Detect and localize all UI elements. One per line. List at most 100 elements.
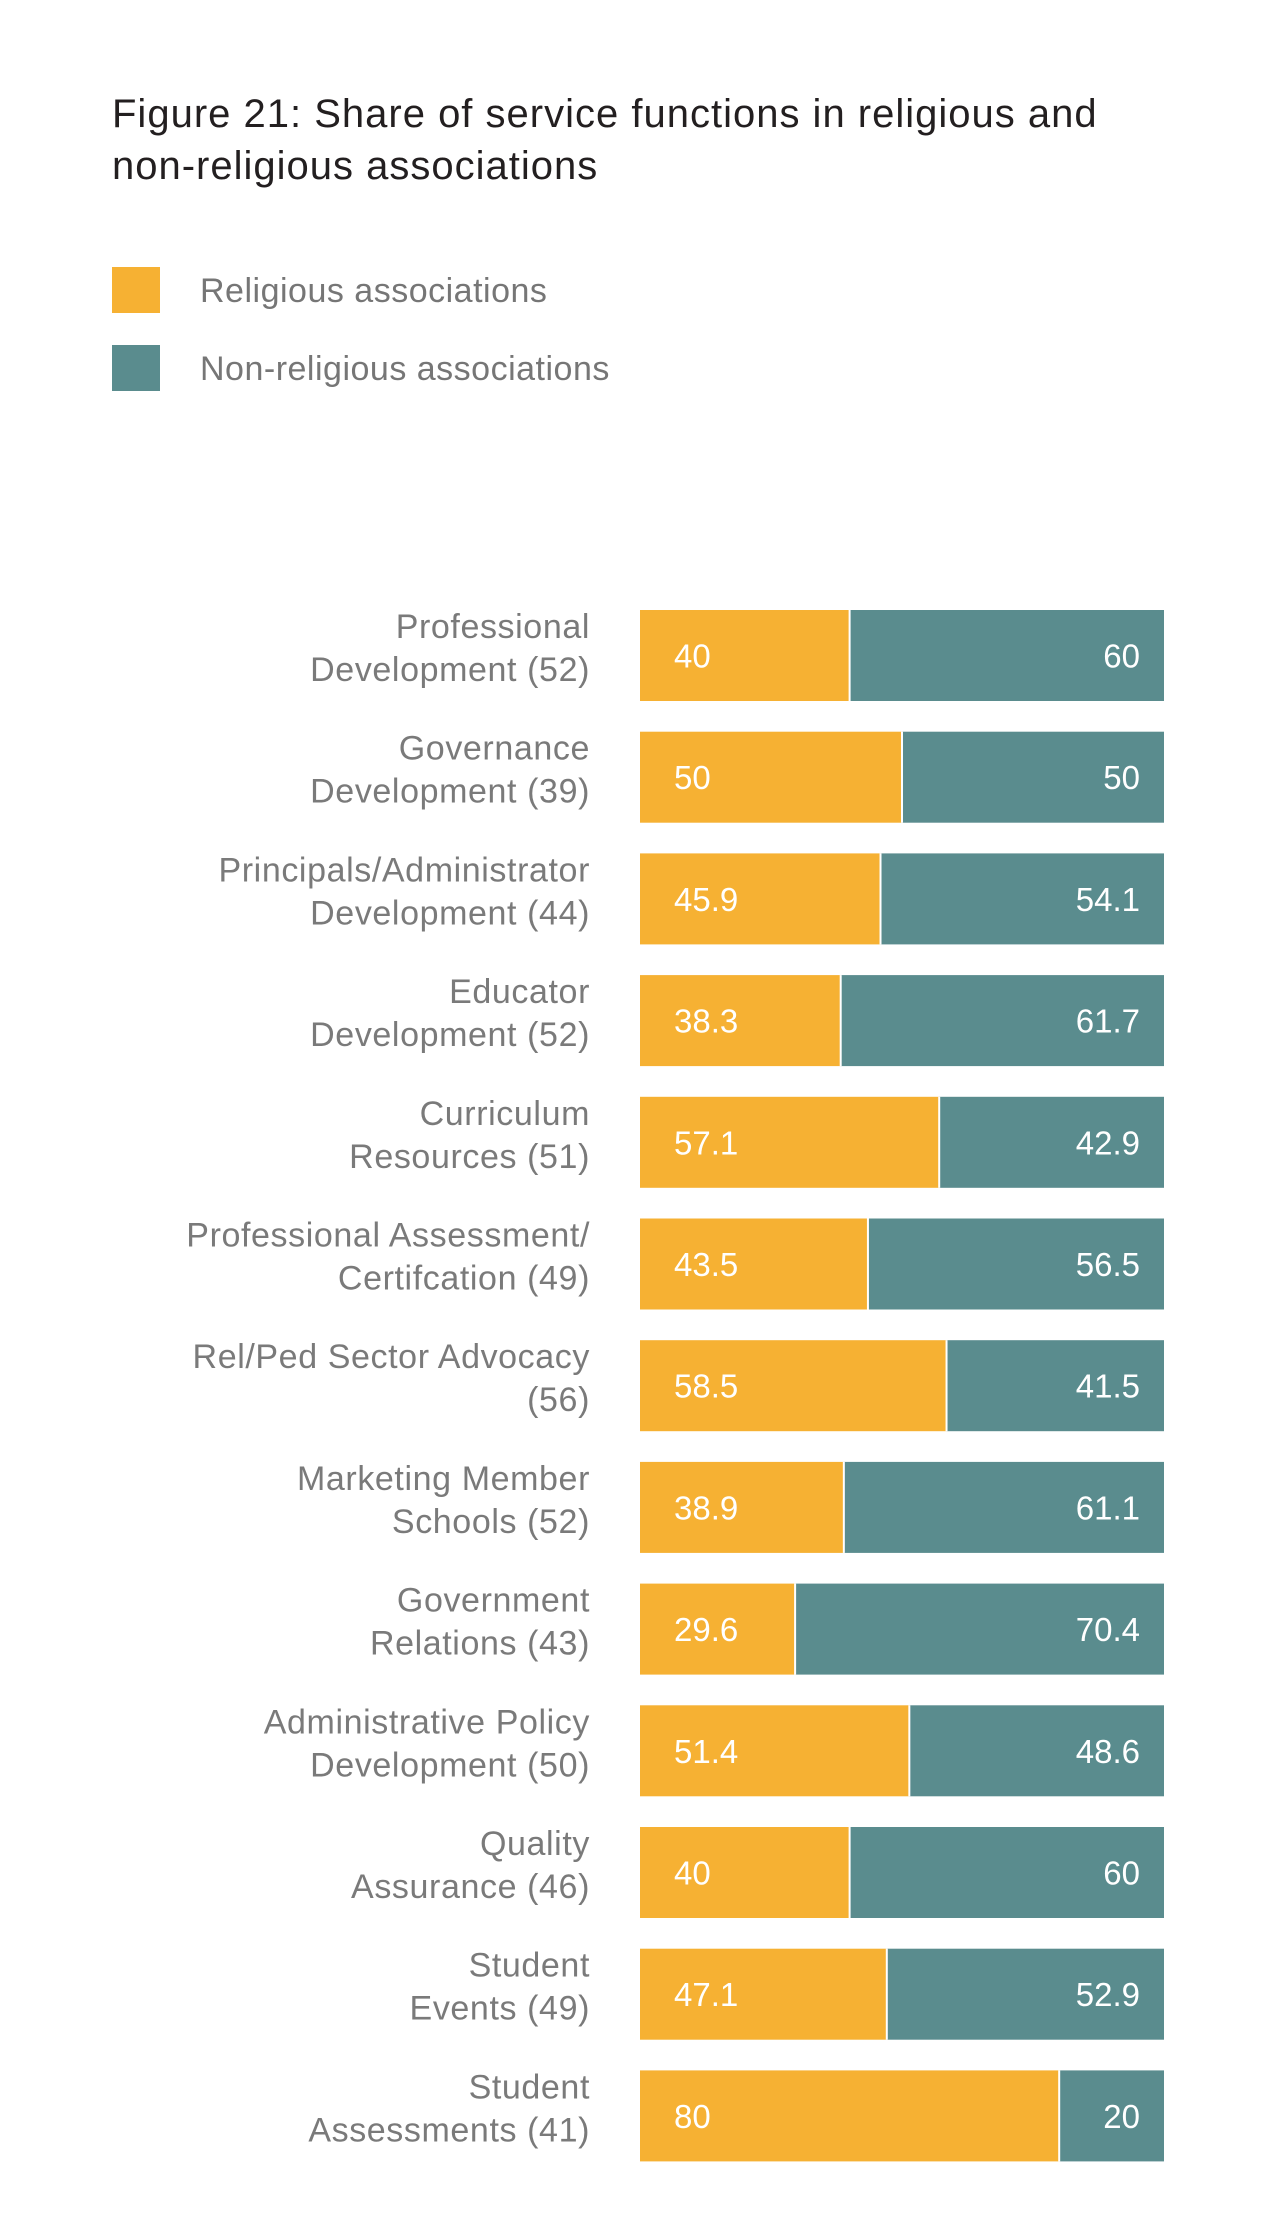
category-label: Student Events (49) <box>410 1947 590 2028</box>
value-label-non-religious: 60 <box>1103 1855 1140 1892</box>
category-label-line: Principals/Administrator <box>218 851 590 889</box>
bar-non-religious <box>849 1827 1164 1918</box>
category-label-line: Certifcation (49) <box>338 1260 590 1298</box>
bar-religious <box>640 1096 940 1188</box>
category-label: Marketing Member Schools (52) <box>297 1460 590 1541</box>
category-label-line: Administrative Policy <box>264 1703 590 1741</box>
value-label-non-religious: 41.5 <box>1076 1368 1140 1405</box>
bar-divider <box>938 1096 941 1188</box>
category-label-line: Schools (52) <box>392 1503 590 1541</box>
value-label-religious: 47.1 <box>674 1976 738 2013</box>
category-label-line: Relations (43) <box>370 1625 590 1663</box>
category-label: Governance Development (39) <box>310 730 590 811</box>
bar-row: Student Events (49) 47.1 52.9 <box>410 1947 1164 2040</box>
category-label-line: Assessments (41) <box>308 2111 590 2149</box>
category-label-line: Development (44) <box>310 894 590 932</box>
category-label-line: Marketing Member <box>297 1460 590 1498</box>
category-label: Quality Assurance (46) <box>351 1825 590 1906</box>
category-label: Professional Assessment/Certifcation (49… <box>186 1217 590 1298</box>
category-label: Government Relations (43) <box>370 1582 590 1663</box>
category-label-line: Curriculum <box>420 1095 590 1133</box>
bar-religious <box>640 1218 868 1310</box>
bar-row: Rel/Ped Sector Advocacy (56) 58.5 41.5 <box>193 1338 1164 1432</box>
category-label: Principals/Administrator Development (44) <box>218 851 590 932</box>
value-label-non-religious: 56.5 <box>1076 1246 1140 1283</box>
value-label-non-religious: 48.6 <box>1076 1733 1140 1770</box>
category-label: Student Assessments (41) <box>308 2068 590 2149</box>
legend-swatch-non-religious <box>112 345 160 391</box>
bar-non-religious <box>880 853 1164 945</box>
bar-divider <box>1058 2070 1061 2162</box>
value-label-non-religious: 61.7 <box>1076 1003 1140 1040</box>
category-label-line: Development (52) <box>310 1016 590 1054</box>
bar-religious <box>640 1827 850 1918</box>
category-label: Professional Development (52) <box>310 608 590 689</box>
category-label-line: Development (50) <box>310 1746 590 1784</box>
value-label-religious: 50 <box>674 759 711 796</box>
value-label-non-religious: 50 <box>1103 759 1140 796</box>
value-label-non-religious: 60 <box>1103 638 1140 675</box>
bar-divider <box>866 1218 869 1310</box>
bar-divider <box>901 731 903 823</box>
bar-row: Educator Development (52) 38.3 61.7 <box>310 973 1164 1067</box>
bar-religious <box>640 1340 947 1432</box>
bar-non-religious <box>849 610 1164 701</box>
bar-religious <box>640 731 902 823</box>
value-label-religious: 38.9 <box>674 1489 738 1526</box>
bar-divider <box>908 1705 911 1797</box>
value-label-non-religious: 52.9 <box>1076 1976 1140 2013</box>
bar-divider <box>794 1583 797 1675</box>
bar-row: Professional Development (52) 40 60 <box>310 608 1164 701</box>
bar-divider <box>848 1827 851 1918</box>
legend-swatch-religious <box>112 267 160 313</box>
value-label-religious: 38.3 <box>674 1003 738 1040</box>
category-label-line: Governance <box>399 730 590 768</box>
bar-divider <box>842 1461 845 1553</box>
category-label: Rel/Ped Sector Advocacy (56) <box>193 1338 590 1419</box>
category-label-line: Rel/Ped Sector Advocacy <box>193 1338 590 1376</box>
category-label-line: Student <box>469 1947 590 1985</box>
bar-divider <box>848 610 851 701</box>
bar-divider <box>885 1948 888 2040</box>
value-label-religious: 40 <box>674 638 711 675</box>
category-label-line: Development (39) <box>310 773 590 811</box>
bar-divider <box>945 1340 948 1432</box>
value-label-non-religious: 70.4 <box>1076 1611 1140 1648</box>
bar-row: Quality Assurance (46) 40 60 <box>351 1825 1164 1918</box>
legend-item-non-religious: Non-religious associations <box>112 345 812 391</box>
category-label-line: Government <box>397 1582 590 1620</box>
bar-row: Administrative Policy Development (50) 51.… <box>264 1703 1164 1797</box>
value-label-religious: 58.5 <box>674 1368 738 1405</box>
bar-religious <box>640 1461 844 1553</box>
bar-row: Government Relations (43) 29.6 70.4 <box>370 1582 1164 1675</box>
bar-non-religious <box>886 1948 1164 2040</box>
bar-non-religious <box>840 975 1164 1067</box>
bar-religious <box>640 1583 796 1675</box>
bar-religious <box>640 2070 1060 2162</box>
bar-divider <box>879 853 882 945</box>
bar-non-religious <box>902 731 1164 823</box>
category-label-line: Professional Assessment/ <box>186 1217 590 1255</box>
bar-religious <box>640 975 841 1067</box>
bar-non-religious <box>1059 2070 1164 2162</box>
category-label-line: Student <box>469 2068 590 2106</box>
bar-row: Principals/Administrator Development (44)… <box>218 851 1164 945</box>
value-label-religious: 57.1 <box>674 1124 738 1161</box>
value-label-religious: 51.4 <box>674 1733 738 1770</box>
legend-item-religious: Religious associations <box>112 267 812 313</box>
category-label-line: Assurance (46) <box>351 1868 590 1906</box>
bar-non-religious <box>795 1583 1164 1675</box>
bar-row: Governance Development (39) 50 50 <box>310 730 1164 823</box>
category-label-line: (56) <box>527 1381 590 1419</box>
bar-non-religious <box>843 1461 1164 1553</box>
bar-non-religious <box>946 1340 1164 1432</box>
category-label: Educator Development (52) <box>310 973 590 1054</box>
category-label-line: Educator <box>449 973 590 1011</box>
value-label-non-religious: 42.9 <box>1076 1124 1140 1161</box>
category-label-line: Events (49) <box>410 1990 590 2028</box>
bar-religious <box>640 1948 887 2040</box>
value-label-religious: 40 <box>674 1855 711 1892</box>
value-label-religious: 29.6 <box>674 1611 738 1648</box>
bar-non-religious <box>867 1218 1164 1310</box>
